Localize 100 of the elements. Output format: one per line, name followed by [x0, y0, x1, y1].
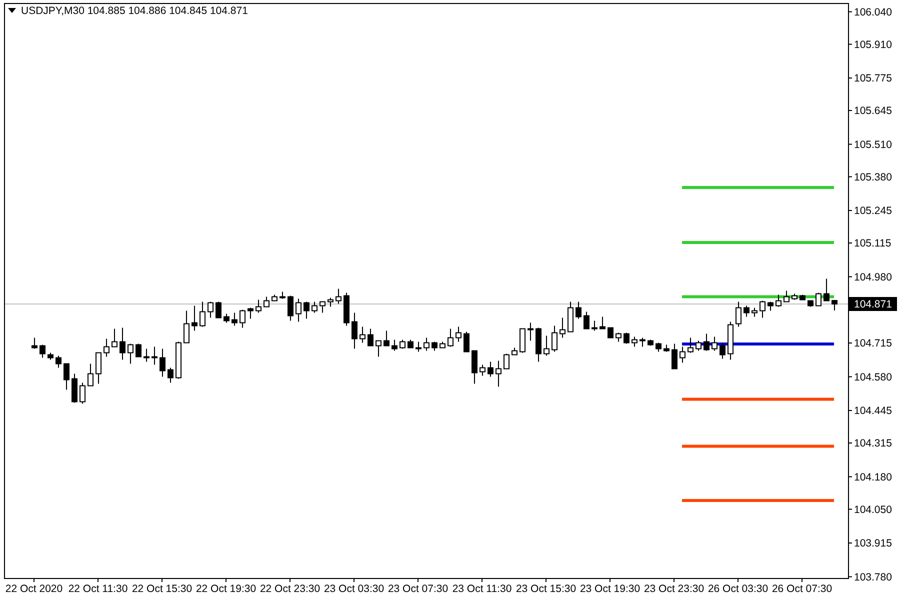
- candlestick: [304, 301, 310, 320]
- x-tick-label: 23 Oct 15:30: [516, 583, 576, 595]
- candlestick: [352, 312, 358, 350]
- candlestick: [184, 310, 190, 344]
- candlestick: [56, 355, 62, 368]
- candlestick: [480, 364, 486, 376]
- y-tick-label: 105.510: [854, 138, 892, 151]
- candlestick: [384, 330, 390, 346]
- y-tick-label: 105.645: [854, 105, 892, 118]
- candlestick: [312, 301, 318, 314]
- y-tick-label: 106.040: [854, 6, 892, 18]
- y-tick-label: 104.180: [854, 471, 892, 484]
- candlestick: [576, 301, 582, 320]
- y-tick-label: 105.380: [854, 171, 892, 184]
- y-tick-label: 104.050: [854, 504, 892, 516]
- x-tick-label: 22 Oct 11:30: [68, 583, 128, 595]
- y-tick-label: 104.580: [854, 371, 892, 384]
- candlestick: [200, 301, 206, 328]
- candlestick: [208, 301, 214, 318]
- candlestick: [216, 301, 222, 318]
- candlestick: [504, 353, 510, 370]
- candlestick: [128, 343, 134, 364]
- candlestick: [832, 300, 838, 311]
- candlestick: [240, 309, 246, 328]
- candlestick: [736, 301, 742, 328]
- candlestick: [464, 331, 470, 352]
- x-tick-label: 26 Oct 07:30: [772, 583, 832, 595]
- x-tick-label: 22 Oct 2020: [5, 583, 63, 595]
- candlestick: [760, 300, 766, 318]
- candlestick: [296, 298, 302, 322]
- candlestick: [144, 348, 150, 362]
- candlestick: [456, 326, 462, 342]
- x-tick-label: 22 Oct 19:30: [196, 583, 256, 595]
- candlestick: [712, 336, 718, 352]
- candlestick: [368, 328, 374, 346]
- candlestick: [160, 348, 166, 378]
- candlestick: [376, 340, 382, 358]
- x-tick-label: 23 Oct 07:30: [388, 583, 448, 595]
- candlestick: [672, 343, 678, 370]
- candlestick: [688, 337, 694, 354]
- y-tick-label: 105.775: [854, 72, 892, 85]
- candlestick: [360, 326, 366, 344]
- candlestick: [416, 341, 422, 352]
- candlestick: [72, 373, 78, 404]
- y-tick-label: 105.245: [854, 205, 892, 218]
- candlestick: [392, 339, 398, 352]
- candlestick: [192, 305, 198, 332]
- candlestick: [32, 337, 38, 350]
- candlestick: [288, 295, 294, 322]
- candlestick: [528, 322, 534, 342]
- candlestick: [448, 328, 454, 348]
- y-tick-label: 104.445: [854, 405, 892, 418]
- y-tick-label: 103.780: [854, 571, 892, 584]
- chart-title: USDJPY,M30 104.885 104.886 104.845 104.871: [21, 5, 248, 17]
- candlestick: [496, 360, 502, 388]
- candlestick: [248, 307, 254, 320]
- candlestick: [472, 350, 478, 384]
- candlestick: [704, 333, 710, 352]
- candlestick: [112, 328, 118, 348]
- candlestick: [320, 301, 326, 314]
- candlestick: [88, 363, 94, 386]
- candlestick: [96, 352, 102, 384]
- candlestick: [256, 299, 262, 314]
- candlestick: [776, 294, 782, 308]
- candlestick: [136, 343, 142, 358]
- candlestick: [720, 342, 726, 360]
- y-tick-label: 105.115: [854, 238, 892, 250]
- candlestick: [584, 311, 590, 330]
- candlestick: [152, 346, 158, 366]
- y-tick-label: 105.910: [854, 38, 892, 51]
- candlestick: [424, 337, 430, 352]
- y-tick-label: 103.915: [854, 538, 892, 550]
- candlestick: [64, 363, 70, 390]
- x-tick-label: 22 Oct 15:30: [132, 583, 192, 595]
- candlestick: [264, 296, 270, 308]
- candlestick: [232, 312, 238, 326]
- candlestick: [592, 320, 598, 332]
- candlestick: [608, 327, 614, 338]
- candlestick: [520, 328, 526, 354]
- x-tick-label: 23 Oct 23:30: [644, 583, 704, 595]
- candlestick: [80, 382, 86, 404]
- candlestick: [632, 336, 638, 348]
- candlestick: [544, 335, 550, 356]
- candlestick: [824, 278, 830, 302]
- candlestick: [816, 292, 822, 306]
- candlestick: [560, 317, 566, 338]
- x-tick-label: 23 Oct 19:30: [580, 583, 640, 595]
- candlestick: [784, 290, 790, 302]
- candlestick: [104, 338, 110, 358]
- candlestick: [568, 301, 574, 332]
- candlestick: [120, 327, 126, 360]
- candlestick: [744, 305, 750, 318]
- y-tick-label: 104.715: [854, 338, 892, 350]
- x-tick-label: 23 Oct 11:30: [452, 583, 512, 595]
- y-tick-label: 104.315: [854, 438, 892, 450]
- candlestick: [552, 325, 558, 352]
- candlestick: [40, 344, 46, 358]
- candlestick: [696, 340, 702, 352]
- x-tick-label: 23 Oct 03:30: [324, 583, 384, 595]
- y-tick-label: 104.980: [854, 271, 892, 284]
